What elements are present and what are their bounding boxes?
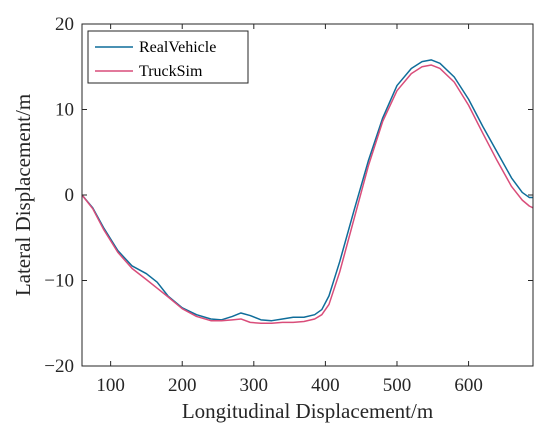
- x-tick-label: 400: [311, 375, 340, 396]
- legend-box: [87, 30, 249, 84]
- ticks-layer: 100 200 300 400 500 600 −20 −10 0 10 20: [44, 14, 533, 396]
- y-tick-label: −10: [44, 271, 74, 292]
- data-layer: [81, 59, 534, 324]
- y-axis-title: Lateral Displacement/m: [11, 94, 35, 296]
- y-tick-label: 10: [55, 100, 74, 121]
- x-axis-title: Longitudinal Displacement/m: [182, 399, 433, 423]
- y-tick-label: 20: [55, 14, 74, 35]
- legend: RealVehicle TruckSim: [87, 30, 249, 84]
- x-tick-label: 100: [96, 375, 125, 396]
- x-tick-label: 600: [454, 375, 483, 396]
- x-tick-label: 200: [168, 375, 197, 396]
- y-tick-label: 0: [65, 185, 75, 206]
- y-tick-label: −20: [44, 356, 74, 377]
- series-line-realvehicle: [81, 59, 533, 322]
- series-line-trucksim: [81, 64, 534, 324]
- x-tick-label: 300: [240, 375, 269, 396]
- x-tick-label: 500: [383, 375, 412, 396]
- legend-label-trucksim: TruckSim: [139, 63, 203, 80]
- legend-label-realvehicle: RealVehicle: [139, 39, 216, 56]
